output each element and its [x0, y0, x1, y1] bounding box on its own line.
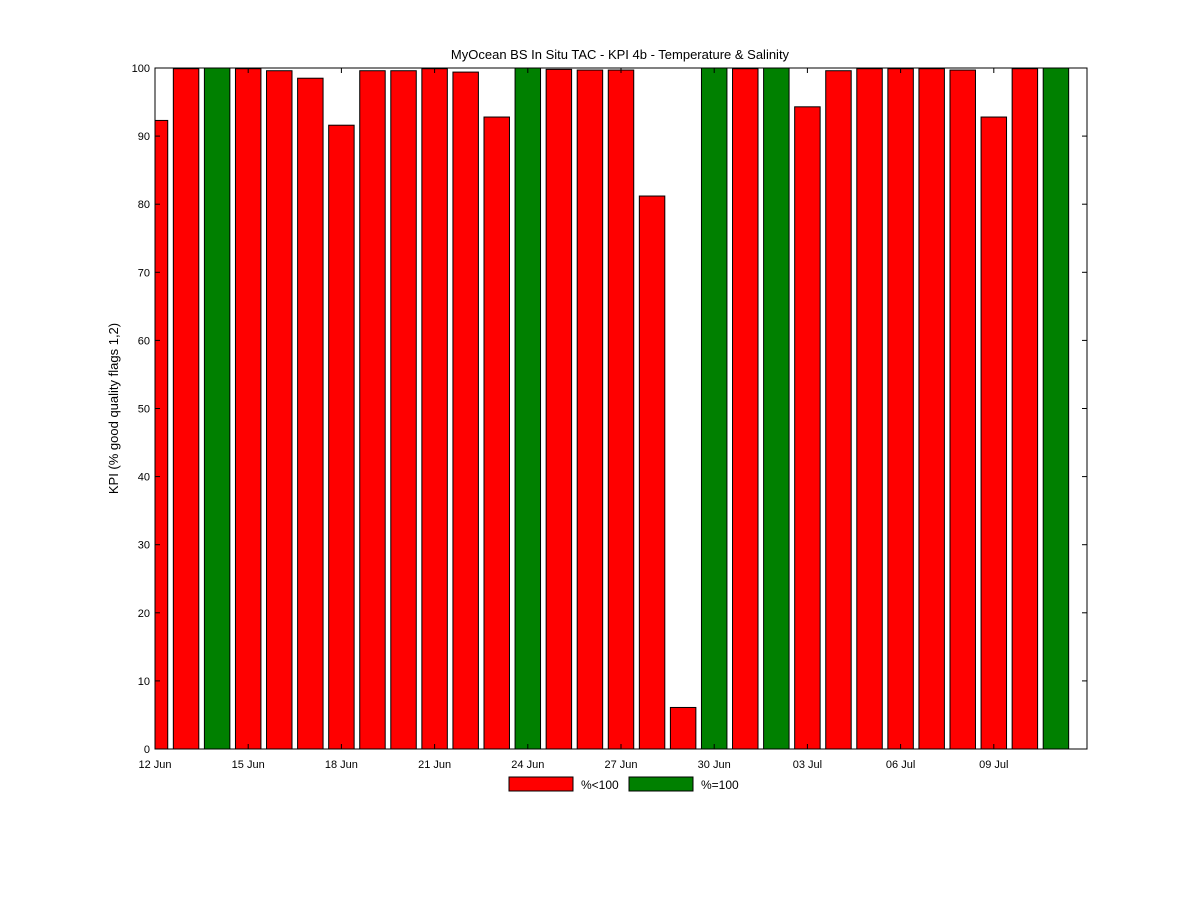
x-tick-label: 18 Jun — [325, 759, 358, 771]
bar-15-jun — [234, 68, 262, 750]
y-tick-label: 40 — [138, 472, 150, 484]
bar-08-jul — [949, 69, 976, 750]
bar-10-jul — [1011, 68, 1039, 750]
bar-26-jun — [576, 69, 604, 750]
bar-12-jun — [154, 119, 169, 750]
bar-22-jun — [452, 71, 479, 750]
y-tick-label: 60 — [138, 335, 150, 347]
bar-11-jul — [1042, 67, 1070, 750]
legend-label-below-100: %<100 — [581, 778, 619, 792]
x-tick-label: 12 Jun — [138, 759, 171, 771]
bar-20-jun — [390, 70, 417, 750]
y-axis-label: KPI (% good quality flags 1,2) — [106, 323, 121, 494]
bar-01-jul — [732, 68, 759, 750]
bar-23-jun — [483, 116, 510, 750]
bar-group — [154, 67, 1070, 750]
y-tick-label: 100 — [132, 63, 150, 75]
y-tick-label: 90 — [138, 131, 150, 143]
x-tick-label: 09 Jul — [979, 759, 1008, 771]
bar-16-jun — [266, 70, 293, 750]
bar-29-jun — [669, 706, 697, 750]
bar-28-jun — [638, 195, 666, 750]
bar-21-jun — [421, 68, 448, 750]
x-tick-label: 24 Jun — [511, 759, 544, 771]
bar-18-jun — [328, 124, 355, 750]
bar-13-jun — [172, 68, 200, 750]
y-tick-label: 20 — [138, 608, 150, 620]
bar-03-jul — [794, 106, 821, 750]
y-tick-label: 70 — [138, 267, 150, 279]
bar-05-jul — [856, 68, 883, 750]
y-axis: 0 10 20 30 40 50 60 70 80 90 100 — [132, 63, 1087, 756]
bar-07-jul — [918, 68, 945, 750]
legend-label-equal-100: %=100 — [701, 778, 739, 792]
bar-30-jun — [700, 67, 728, 750]
x-tick-label: 30 Jun — [698, 759, 731, 771]
bar-02-jul — [763, 67, 790, 750]
bar-24-jun — [514, 67, 542, 750]
x-tick-label: 03 Jul — [793, 759, 822, 771]
y-tick-label: 30 — [138, 540, 150, 552]
bar-14-jun — [203, 67, 231, 750]
bar-27-jun — [607, 69, 635, 750]
legend-swatch-equal-100 — [628, 776, 694, 792]
bar-04-jul — [825, 70, 852, 750]
bar-06-jul — [887, 68, 914, 750]
y-tick-label: 50 — [138, 404, 150, 416]
bar-17-jun — [297, 77, 324, 750]
y-tick-label: 10 — [138, 676, 150, 688]
x-tick-label: 15 Jun — [232, 759, 265, 771]
x-tick-label: 06 Jul — [886, 759, 915, 771]
legend-swatch-below-100 — [508, 776, 574, 792]
chart-title: MyOcean BS In Situ TAC - KPI 4b - Temper… — [451, 47, 790, 62]
y-tick-label: 0 — [144, 744, 150, 756]
bar-19-jun — [359, 70, 386, 750]
x-tick-label: 21 Jun — [418, 759, 451, 771]
bar-09-jul — [980, 116, 1008, 750]
y-tick-label: 80 — [138, 199, 150, 211]
x-tick-label: 27 Jun — [604, 759, 637, 771]
bar-25-jun — [545, 68, 573, 750]
legend: %<100 %=100 — [508, 776, 739, 792]
x-axis: 12 Jun 15 Jun 18 Jun 21 Jun 24 Jun 27 Jun 30 J… — [138, 68, 1008, 771]
